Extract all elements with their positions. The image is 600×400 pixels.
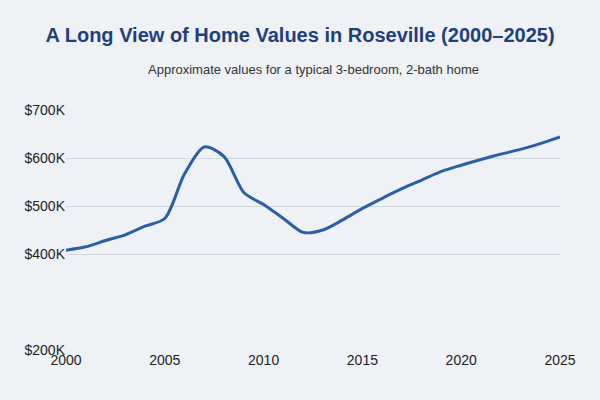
svg-text:$500K: $500K <box>25 198 66 214</box>
svg-text:$600K: $600K <box>25 150 66 166</box>
svg-text:2000: 2000 <box>50 352 81 368</box>
svg-text:$700K: $700K <box>25 102 66 118</box>
svg-text:2015: 2015 <box>347 352 378 368</box>
svg-text:Approximate values for a typic: Approximate values for a typical 3-bedro… <box>148 62 479 77</box>
svg-text:$200K: $200K <box>25 342 66 358</box>
svg-text:2005: 2005 <box>149 352 180 368</box>
svg-text:2020: 2020 <box>446 352 477 368</box>
svg-text:$400K: $400K <box>25 246 66 262</box>
svg-text:2025: 2025 <box>544 352 575 368</box>
svg-text:A Long View of Home Values in: A Long View of Home Values in Roseville … <box>45 24 554 46</box>
svg-text:2010: 2010 <box>248 352 279 368</box>
